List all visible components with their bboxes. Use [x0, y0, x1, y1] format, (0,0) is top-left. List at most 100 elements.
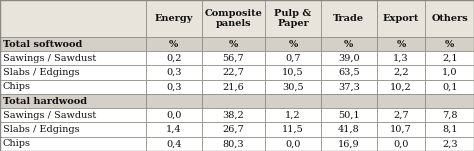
Bar	[377, 51, 425, 66]
Bar	[146, 0, 202, 37]
Text: %: %	[229, 40, 238, 49]
Text: 0,0: 0,0	[285, 139, 301, 148]
Text: 0,7: 0,7	[285, 54, 301, 63]
Text: Chips: Chips	[3, 139, 31, 148]
Text: 22,7: 22,7	[222, 68, 244, 77]
Bar	[146, 137, 202, 151]
Text: Slabs / Edgings: Slabs / Edgings	[3, 68, 80, 77]
Bar	[202, 66, 265, 80]
Text: %: %	[344, 40, 354, 49]
Bar	[202, 51, 265, 66]
Bar	[425, 137, 474, 151]
Bar	[0, 137, 146, 151]
Text: Composite
panels: Composite panels	[204, 9, 262, 28]
Text: Trade: Trade	[333, 14, 365, 23]
Text: 37,3: 37,3	[338, 82, 360, 91]
Text: 80,3: 80,3	[222, 139, 244, 148]
Bar	[377, 66, 425, 80]
Bar	[265, 80, 321, 94]
Text: 2,1: 2,1	[442, 54, 457, 63]
Text: 1,2: 1,2	[285, 111, 301, 120]
Bar	[146, 108, 202, 122]
Text: Chips: Chips	[3, 82, 31, 91]
Bar	[265, 51, 321, 66]
Text: Slabs / Edgings: Slabs / Edgings	[3, 125, 80, 134]
Text: 56,7: 56,7	[222, 54, 244, 63]
Text: Sawings / Sawdust: Sawings / Sawdust	[3, 111, 96, 120]
Text: 50,1: 50,1	[338, 111, 360, 120]
Text: %: %	[445, 40, 454, 49]
Bar	[377, 0, 425, 37]
Text: 7,8: 7,8	[442, 111, 457, 120]
Bar	[321, 94, 377, 108]
Bar	[425, 94, 474, 108]
Text: Others: Others	[431, 14, 468, 23]
Bar	[265, 108, 321, 122]
Bar	[0, 122, 146, 137]
Bar	[321, 80, 377, 94]
Text: 0,0: 0,0	[166, 111, 182, 120]
Text: 26,7: 26,7	[222, 125, 244, 134]
Bar	[202, 94, 265, 108]
Text: 41,8: 41,8	[338, 125, 360, 134]
Bar	[321, 137, 377, 151]
Bar	[321, 37, 377, 51]
Bar	[265, 37, 321, 51]
Bar	[146, 80, 202, 94]
Text: 8,1: 8,1	[442, 125, 457, 134]
Bar	[146, 66, 202, 80]
Bar	[425, 66, 474, 80]
Text: Sawings / Sawdust: Sawings / Sawdust	[3, 54, 96, 63]
Text: 10,7: 10,7	[390, 125, 412, 134]
Text: Total hardwood: Total hardwood	[3, 97, 87, 106]
Bar	[425, 0, 474, 37]
Text: %: %	[169, 40, 178, 49]
Bar	[0, 37, 146, 51]
Text: 2,7: 2,7	[393, 111, 409, 120]
Text: 30,5: 30,5	[282, 82, 304, 91]
Bar	[146, 37, 202, 51]
Text: 1,0: 1,0	[442, 68, 457, 77]
Bar	[202, 37, 265, 51]
Bar	[377, 37, 425, 51]
Text: 63,5: 63,5	[338, 68, 360, 77]
Bar	[377, 122, 425, 137]
Bar	[321, 108, 377, 122]
Bar	[146, 122, 202, 137]
Bar	[265, 137, 321, 151]
Bar	[146, 51, 202, 66]
Bar	[425, 108, 474, 122]
Text: Pulp &
Paper: Pulp & Paper	[274, 9, 311, 28]
Text: 2,3: 2,3	[442, 139, 457, 148]
Bar	[202, 80, 265, 94]
Text: 0,3: 0,3	[166, 68, 182, 77]
Text: Total softwood: Total softwood	[3, 40, 82, 49]
Text: 0,1: 0,1	[442, 82, 457, 91]
Bar	[265, 122, 321, 137]
Text: 38,2: 38,2	[222, 111, 244, 120]
Bar	[425, 80, 474, 94]
Text: 0,0: 0,0	[393, 139, 409, 148]
Text: 10,2: 10,2	[390, 82, 412, 91]
Bar	[425, 122, 474, 137]
Bar	[425, 37, 474, 51]
Text: 0,4: 0,4	[166, 139, 182, 148]
Bar	[146, 94, 202, 108]
Text: Energy: Energy	[155, 14, 193, 23]
Text: 11,5: 11,5	[282, 125, 304, 134]
Bar	[321, 51, 377, 66]
Text: 1,4: 1,4	[166, 125, 182, 134]
Bar	[202, 122, 265, 137]
Text: %: %	[288, 40, 298, 49]
Bar	[377, 108, 425, 122]
Bar	[265, 94, 321, 108]
Text: 0,2: 0,2	[166, 54, 182, 63]
Bar	[265, 66, 321, 80]
Bar	[0, 66, 146, 80]
Bar	[0, 80, 146, 94]
Bar	[377, 94, 425, 108]
Text: 39,0: 39,0	[338, 54, 360, 63]
Text: 21,6: 21,6	[222, 82, 244, 91]
Text: %: %	[396, 40, 406, 49]
Text: 16,9: 16,9	[338, 139, 360, 148]
